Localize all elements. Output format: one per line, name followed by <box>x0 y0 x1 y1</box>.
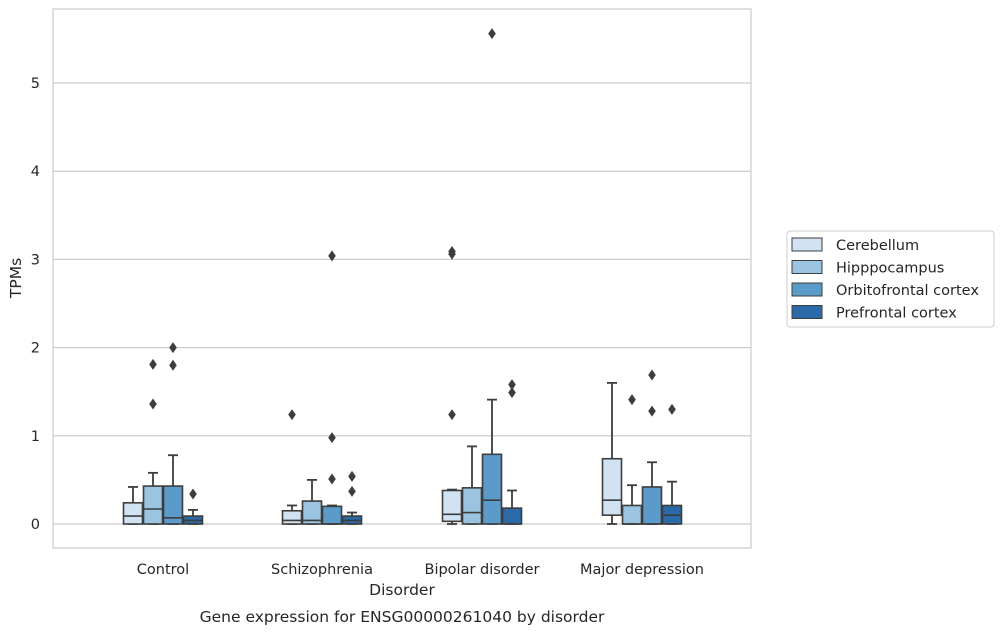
legend-items: Cerebellum Hipppocampus Orbitofrontal cort… <box>791 237 979 322</box>
box <box>501 507 523 525</box>
legend-frame <box>786 230 995 328</box>
outlier-point <box>328 473 336 485</box>
box-plot <box>601 381 623 525</box>
box-plot <box>621 394 643 525</box>
legend-swatch <box>791 305 823 319</box>
box <box>481 453 503 525</box>
y-tick-label: 5 <box>31 76 40 92</box>
x-tick-label: Bipolar disorder <box>425 562 540 578</box>
box <box>162 485 184 525</box>
box-plot <box>661 403 683 525</box>
box-plot <box>441 245 463 525</box>
box <box>142 485 164 525</box>
legend-label: Cerebellum <box>836 238 919 254</box>
outlier-point <box>668 403 676 415</box>
box-plot <box>481 28 503 525</box>
outlier-point <box>508 379 516 391</box>
outlier-point <box>448 409 456 421</box>
outlier-point <box>149 358 157 370</box>
box-plot <box>501 379 523 525</box>
outlier-point <box>648 405 656 417</box>
box <box>441 489 463 523</box>
y-axis-label: TPMs <box>7 258 25 299</box>
outlier-point <box>628 394 636 406</box>
x-tick-label: Schizophrenia <box>271 562 373 578</box>
outlier-point <box>508 387 516 399</box>
outlier-point <box>169 359 177 371</box>
legend-label: Orbitofrontal cortex <box>836 283 979 299</box>
gridlines <box>53 82 751 525</box>
y-tick-label: 2 <box>31 341 40 357</box>
outlier-point <box>648 369 656 381</box>
box-plot <box>182 488 204 525</box>
legend-swatch <box>791 260 823 274</box>
outlier-point <box>189 488 197 500</box>
outlier-point <box>348 485 356 497</box>
box-plot <box>122 486 144 525</box>
figure-caption: Gene expression for ENSG00000261040 by d… <box>200 608 605 626</box>
outlier-point <box>149 398 157 410</box>
legend: Cerebellum Hipppocampus Orbitofrontal cort… <box>786 230 995 328</box>
legend-swatch <box>791 237 823 252</box>
box <box>321 505 343 525</box>
legend-label: Prefrontal cortex <box>836 306 957 322</box>
outlier-point <box>488 28 496 40</box>
y-tick-labels: 0 1 2 3 4 5 <box>31 76 40 533</box>
box <box>301 500 323 525</box>
box <box>601 457 623 516</box>
box <box>122 502 144 525</box>
outlier-point <box>328 250 336 262</box>
legend-swatch <box>791 282 823 297</box>
outlier-point <box>348 470 356 482</box>
x-tick-label: Major depression <box>580 562 704 578</box>
plot-frame <box>52 8 752 549</box>
box-plot <box>461 445 483 525</box>
x-tick-labels: Control Schizophrenia Bipolar disorder Majo… <box>137 562 704 578</box>
box <box>641 486 663 525</box>
box-plot <box>281 409 303 525</box>
box-plot <box>641 369 663 525</box>
legend-label: Hipppocampus <box>836 261 944 277</box>
box <box>461 487 483 525</box>
box-groups <box>122 28 683 525</box>
outlier-point <box>328 432 336 444</box>
y-tick-label: 4 <box>31 164 40 180</box>
box-plot <box>142 358 164 525</box>
box <box>621 504 643 525</box>
box-plot <box>162 342 184 525</box>
y-tick-label: 0 <box>31 517 40 533</box>
y-tick-label: 1 <box>31 429 40 445</box>
outlier-point <box>448 245 456 257</box>
x-tick-label: Control <box>137 562 189 578</box>
outlier-point <box>169 342 177 354</box>
x-axis-label: Disorder <box>369 581 435 599</box>
y-tick-label: 3 <box>31 252 40 268</box>
box-plot <box>321 250 343 525</box>
box <box>281 509 303 525</box>
box-plot <box>341 470 363 525</box>
outlier-point <box>288 409 296 421</box>
box-plot <box>301 478 323 525</box>
